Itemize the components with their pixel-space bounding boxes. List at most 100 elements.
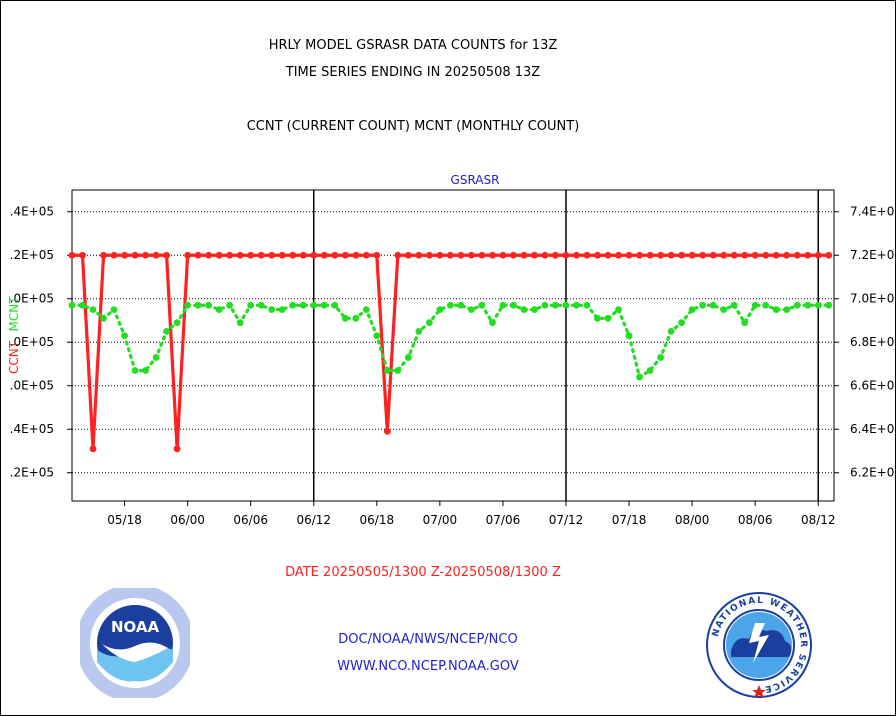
data-point-ccnt-27 <box>352 251 360 259</box>
data-point-mcnt-28 <box>362 306 370 314</box>
data-point-mcnt-11 <box>184 301 192 309</box>
data-point-mcnt-13 <box>205 301 213 309</box>
chart-header-line-1: HRLY MODEL GSRASR DATA COUNTS for 13Z <box>268 38 558 53</box>
data-point-ccnt-54 <box>636 251 643 259</box>
data-point-mcnt-3 <box>100 314 107 322</box>
data-point-mcnt-35 <box>436 306 444 314</box>
data-point-ccnt-31 <box>394 251 402 259</box>
chart-svg: 05/18 06/00 06/06 06/12 06/18 07/00 07/06 07/12… <box>7 173 894 527</box>
data-point-ccnt-22 <box>299 251 307 259</box>
data-point-ccnt-10 <box>173 445 181 453</box>
data-point-ccnt-69 <box>793 251 801 259</box>
data-point-mcnt-18 <box>257 301 265 309</box>
data-point-ccnt-39 <box>478 251 486 259</box>
data-point-ccnt-66 <box>762 251 770 259</box>
data-point-ccnt-18 <box>257 251 265 259</box>
x-tick-label-2: 06/06 <box>233 513 268 527</box>
data-point-mcnt-2 <box>89 306 97 314</box>
data-point-mcnt-70 <box>804 301 812 309</box>
data-point-ccnt-59 <box>688 251 696 259</box>
data-point-mcnt-50 <box>594 314 601 322</box>
data-point-ccnt-51 <box>604 251 612 259</box>
data-point-ccnt-55 <box>646 251 654 259</box>
data-point-mcnt-61 <box>709 301 717 309</box>
data-point-ccnt-16 <box>236 251 244 259</box>
data-point-ccnt-53 <box>625 251 633 259</box>
data-point-mcnt-19 <box>268 306 276 314</box>
x-tick-label-4: 06/18 <box>360 513 395 527</box>
data-point-ccnt-42 <box>510 251 517 259</box>
data-point-ccnt-68 <box>783 251 791 259</box>
data-point-ccnt-62 <box>720 251 728 259</box>
data-point-mcnt-12 <box>194 301 202 309</box>
plot-area <box>71 189 835 502</box>
data-point-ccnt-9 <box>163 251 170 259</box>
data-point-ccnt-48 <box>573 251 580 259</box>
data-point-ccnt-64 <box>741 251 749 259</box>
data-point-mcnt-34 <box>425 319 433 327</box>
data-point-mcnt-64 <box>741 319 749 327</box>
chart-header-line-2: TIME SERIES ENDING IN 20250508 13Z <box>285 65 541 80</box>
data-point-ccnt-3 <box>100 251 107 259</box>
y-left-tick-label-0: .4E+05 <box>10 205 54 219</box>
data-point-mcnt-54 <box>636 373 643 381</box>
data-point-mcnt-16 <box>236 319 244 327</box>
data-point-mcnt-48 <box>573 301 580 309</box>
data-point-ccnt-23 <box>310 251 318 259</box>
data-point-mcnt-8 <box>152 354 160 361</box>
data-point-mcnt-17 <box>247 301 255 309</box>
data-point-mcnt-72 <box>825 301 833 309</box>
data-point-ccnt-5 <box>121 251 128 259</box>
data-point-ccnt-7 <box>142 251 149 259</box>
data-point-mcnt-22 <box>299 301 307 309</box>
data-point-ccnt-8 <box>152 251 160 259</box>
noaa-logo: NOAA <box>80 588 190 698</box>
data-point-mcnt-67 <box>772 306 780 314</box>
data-point-ccnt-52 <box>615 251 622 259</box>
x-tick-label-10: 08/06 <box>738 513 773 527</box>
data-point-mcnt-15 <box>226 301 234 309</box>
data-point-mcnt-51 <box>604 314 612 322</box>
data-point-ccnt-17 <box>247 251 255 259</box>
data-point-mcnt-33 <box>415 327 423 335</box>
data-point-ccnt-21 <box>289 251 297 259</box>
data-point-ccnt-33 <box>415 251 423 259</box>
data-point-mcnt-45 <box>541 301 549 309</box>
data-point-mcnt-40 <box>489 319 496 327</box>
data-point-ccnt-24 <box>320 251 328 259</box>
data-point-mcnt-1 <box>79 301 86 309</box>
y-left-tick-label-6: .2E+05 <box>10 466 54 480</box>
data-point-mcnt-55 <box>646 367 654 374</box>
data-point-ccnt-0 <box>68 251 76 259</box>
data-point-mcnt-7 <box>142 367 149 374</box>
x-tick-label-0: 05/18 <box>107 513 142 527</box>
data-point-ccnt-20 <box>278 251 286 259</box>
data-point-ccnt-46 <box>552 251 559 259</box>
data-point-ccnt-45 <box>541 251 549 259</box>
data-point-ccnt-30 <box>383 428 391 435</box>
y-left-tick-label-3: .0E+05 <box>10 335 54 349</box>
y-left-tick-label-5: .4E+05 <box>10 422 54 436</box>
data-point-mcnt-52 <box>615 306 622 314</box>
y-right-tick-label-4: 6.6E+0 <box>850 379 894 393</box>
x-tick-label-11: 08/12 <box>801 513 836 527</box>
data-point-mcnt-27 <box>352 314 360 322</box>
data-point-mcnt-47 <box>562 301 570 309</box>
data-point-mcnt-62 <box>720 306 728 314</box>
data-point-mcnt-41 <box>499 301 507 309</box>
y-right-axis-label: MCNT <box>7 296 21 332</box>
data-point-mcnt-39 <box>478 301 486 309</box>
data-point-ccnt-36 <box>446 251 454 259</box>
data-point-ccnt-34 <box>425 251 433 259</box>
data-point-mcnt-4 <box>110 306 118 314</box>
data-point-mcnt-10 <box>173 319 181 327</box>
data-point-ccnt-38 <box>467 251 475 259</box>
data-point-ccnt-19 <box>268 251 276 259</box>
data-point-ccnt-2 <box>89 445 97 453</box>
data-point-mcnt-42 <box>510 301 517 309</box>
data-point-mcnt-29 <box>373 332 381 340</box>
data-point-ccnt-29 <box>373 251 381 259</box>
data-point-mcnt-23 <box>310 301 318 309</box>
data-point-mcnt-66 <box>762 301 770 309</box>
data-point-ccnt-56 <box>657 251 664 259</box>
